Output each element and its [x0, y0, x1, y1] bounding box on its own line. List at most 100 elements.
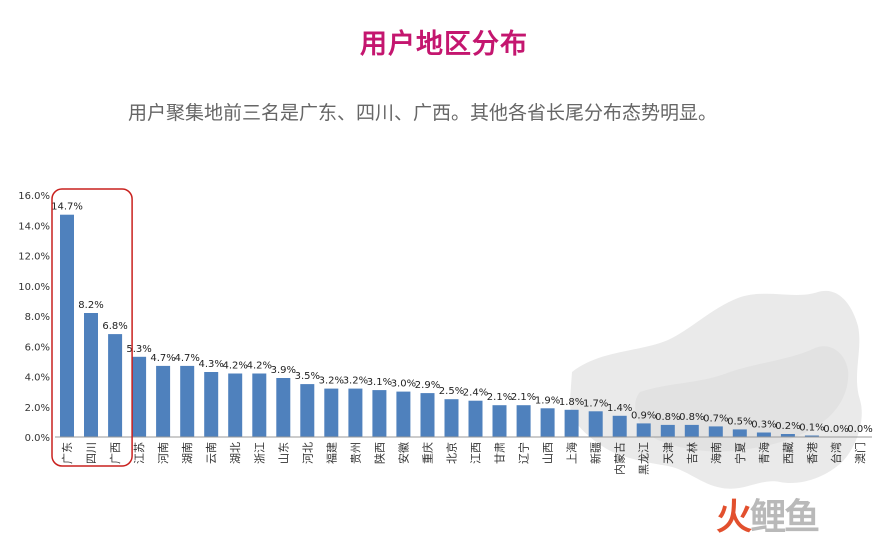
x-tick-label: 广西	[109, 442, 122, 464]
data-label: 0.7%	[703, 413, 728, 424]
data-label: 4.2%	[247, 361, 272, 372]
bar	[324, 388, 339, 437]
y-tick-label: 0.0%	[25, 433, 50, 444]
bar	[732, 429, 747, 437]
bar	[588, 411, 603, 437]
data-label: 4.2%	[222, 361, 247, 372]
y-tick-label: 14.0%	[18, 221, 50, 232]
x-tick-label: 西藏	[782, 442, 795, 464]
x-tick-label: 重庆	[421, 442, 435, 464]
bar	[708, 426, 723, 437]
x-tick-label: 甘肃	[494, 442, 507, 464]
bar	[660, 424, 675, 437]
x-tick-label: 湖南	[181, 442, 194, 464]
watermark-logo: 火鲤鱼	[716, 488, 820, 540]
bar	[156, 365, 171, 437]
bar	[60, 214, 74, 437]
bar	[228, 373, 243, 437]
watermark-part2: 鲤鱼	[750, 497, 820, 538]
x-tick-label: 福建	[324, 442, 338, 464]
bar	[756, 432, 771, 437]
bar	[348, 388, 363, 437]
bar	[468, 400, 483, 437]
x-tick-label: 江西	[470, 442, 483, 464]
x-tick-label: 上海	[565, 442, 579, 464]
bar	[804, 435, 819, 437]
x-tick-label: 台湾	[829, 442, 843, 464]
x-tick-label: 广东	[61, 442, 74, 464]
x-tick-label: 新疆	[589, 442, 603, 464]
x-tick-label: 陕西	[372, 442, 386, 464]
data-label: 0.0%	[847, 424, 872, 435]
data-label: 8.2%	[78, 300, 103, 311]
data-label: 3.9%	[271, 365, 296, 376]
x-tick-label: 安徽	[396, 442, 410, 464]
x-tick-label: 江苏	[133, 442, 146, 464]
x-tick-label: 香港	[806, 442, 819, 464]
data-label: 1.8%	[559, 397, 584, 408]
data-label: 3.2%	[343, 376, 368, 387]
x-tick-label: 湖北	[229, 442, 242, 464]
bar	[420, 393, 435, 437]
x-tick-label: 山西	[542, 442, 555, 464]
data-label: 1.7%	[583, 398, 608, 409]
chart-subtitle: 用户聚集地前三名是广东、四川、广西。其他各省长尾分布态势明显。	[128, 102, 718, 124]
bar	[564, 409, 579, 437]
y-tick-label: 8.0%	[25, 312, 50, 323]
data-label: 4.7%	[150, 353, 175, 364]
watermark-part1: 火	[716, 497, 752, 538]
data-label: 0.3%	[751, 420, 776, 431]
x-tick-label: 河南	[157, 442, 170, 464]
data-label: 0.1%	[799, 423, 824, 434]
bar	[252, 373, 267, 437]
x-tick-label: 浙江	[253, 442, 266, 464]
data-label: 0.9%	[631, 410, 656, 421]
data-label: 1.9%	[535, 395, 560, 406]
x-tick-label: 山东	[277, 442, 290, 464]
bar	[180, 365, 195, 437]
x-tick-label: 黑龙江	[638, 442, 651, 475]
data-label: 3.0%	[391, 379, 416, 390]
x-tick-label: 贵州	[349, 442, 362, 464]
y-tick-label: 10.0%	[18, 282, 50, 293]
bar	[492, 405, 507, 437]
y-tick-label: 6.0%	[25, 342, 50, 353]
x-tick-label: 河北	[301, 442, 314, 464]
x-tick-label: 辽宁	[517, 442, 531, 464]
bar	[372, 390, 387, 437]
x-tick-label: 澳门	[853, 442, 867, 464]
data-label: 4.3%	[198, 359, 223, 370]
y-tick-label: 2.0%	[25, 403, 50, 414]
x-tick-label: 内蒙古	[613, 442, 627, 475]
data-label: 4.7%	[174, 353, 199, 364]
data-label: 2.5%	[439, 386, 464, 397]
x-tick-label: 四川	[85, 442, 98, 464]
bar	[780, 434, 795, 437]
y-tick-label: 4.0%	[25, 373, 50, 384]
chart-title: 用户地区分布	[360, 29, 528, 60]
data-label: 2.4%	[463, 388, 488, 399]
bar	[516, 405, 531, 437]
bar	[108, 334, 123, 437]
y-tick-label: 12.0%	[18, 252, 50, 263]
data-label: 6.8%	[102, 321, 127, 332]
x-tick-label: 北京	[445, 442, 459, 464]
bar	[396, 391, 411, 437]
x-tick-label: 宁夏	[733, 442, 747, 464]
x-tick-label: 吉林	[685, 442, 699, 464]
data-label: 0.5%	[727, 416, 752, 427]
data-label: 0.2%	[775, 421, 800, 432]
bar	[540, 408, 555, 437]
x-tick-label: 青海	[757, 442, 771, 464]
data-label: 0.8%	[679, 412, 704, 423]
y-tick-label: 16.0%	[18, 191, 50, 202]
bar	[636, 423, 651, 437]
bar	[132, 356, 147, 437]
data-label: 3.1%	[367, 377, 392, 388]
x-tick-label: 天津	[662, 442, 675, 464]
bar	[276, 378, 291, 437]
bar	[84, 313, 98, 437]
bar	[204, 372, 219, 437]
data-label: 3.2%	[319, 376, 344, 387]
